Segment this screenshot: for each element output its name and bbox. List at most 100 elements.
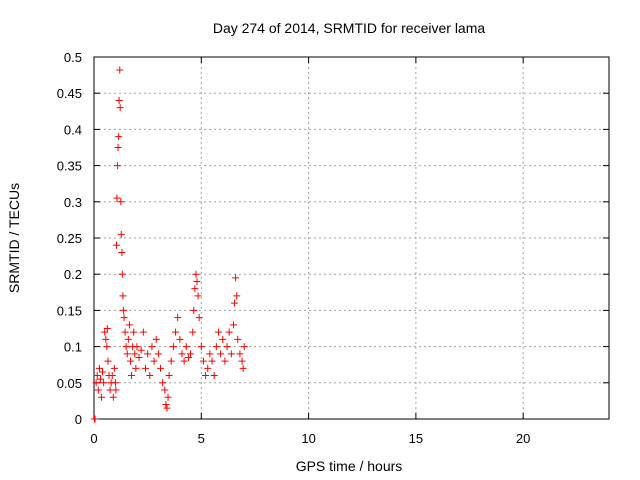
data-point — [204, 364, 212, 372]
data-point — [176, 335, 184, 343]
data-point — [197, 343, 205, 351]
data-point — [192, 270, 200, 278]
data-point — [93, 372, 101, 380]
data-point — [172, 328, 180, 336]
data-point — [102, 335, 110, 343]
data-point — [178, 350, 186, 358]
data-point — [91, 415, 99, 423]
data-point — [236, 350, 244, 358]
data-point — [187, 350, 195, 358]
y-tick-label: 0.4 — [64, 122, 82, 137]
data-point — [229, 321, 237, 329]
data-point — [174, 314, 182, 322]
axis-ticks: 0 5 10 15 20 0 0.05 0.1 0.15 0.2 0.25 0.3 0.35 0.4 0.4… — [57, 50, 609, 446]
data-point — [103, 325, 111, 332]
x-tick-label: 10 — [301, 431, 315, 446]
data-point — [219, 335, 227, 343]
data-point — [162, 401, 170, 409]
data-point — [146, 372, 154, 380]
data-point — [202, 372, 210, 380]
data-point — [154, 350, 162, 358]
y-tick-label: 0.15 — [57, 303, 82, 318]
data-point — [111, 379, 119, 387]
plot-border — [93, 56, 610, 420]
data-point — [180, 357, 188, 365]
y-tick-label: 0.1 — [64, 340, 82, 355]
data-point — [238, 357, 246, 365]
data-point — [115, 133, 123, 141]
data-point — [128, 372, 136, 380]
data-point — [109, 393, 117, 401]
data-point — [142, 364, 149, 372]
data-point — [221, 357, 229, 365]
y-tick-label: 0.25 — [57, 231, 82, 246]
data-point — [199, 357, 207, 365]
data-point — [169, 343, 177, 351]
y-axis-label: SRMTID / TECUs — [6, 183, 22, 293]
data-point — [231, 299, 239, 307]
data-point — [214, 328, 222, 336]
data-point — [150, 357, 158, 365]
x-tick-label: 20 — [516, 431, 530, 446]
data-point — [116, 66, 124, 74]
data-point — [227, 350, 235, 358]
data-point — [126, 357, 134, 365]
data-point — [113, 241, 121, 249]
data-point — [239, 364, 247, 372]
data-point — [164, 393, 172, 401]
y-tick-label: 0.45 — [57, 86, 82, 101]
data-point — [100, 379, 108, 387]
data-point — [104, 357, 112, 365]
data-point — [184, 353, 192, 361]
grid-lines — [94, 57, 609, 419]
data-point — [193, 277, 201, 285]
data-point — [118, 270, 126, 278]
data-point — [98, 393, 106, 401]
data-point — [163, 404, 171, 412]
data-point — [210, 372, 218, 380]
y-tick-label: 0.05 — [57, 376, 82, 391]
data-point — [233, 292, 241, 300]
data-point — [117, 198, 125, 206]
data-point — [95, 364, 103, 372]
data-point — [116, 104, 124, 112]
data-point — [182, 343, 190, 351]
data-point — [144, 350, 152, 358]
data-point — [131, 350, 139, 358]
data-points — [90, 66, 248, 423]
data-point — [165, 372, 173, 380]
data-point — [112, 386, 120, 394]
data-point — [225, 328, 233, 336]
data-point — [101, 328, 109, 336]
data-point — [161, 386, 169, 394]
data-point — [124, 335, 132, 343]
data-point — [189, 328, 197, 336]
data-point — [240, 343, 248, 351]
x-tick-label: 15 — [409, 431, 423, 446]
data-point — [206, 350, 214, 358]
data-point — [159, 379, 167, 387]
data-point — [157, 364, 165, 372]
data-point — [108, 372, 116, 380]
data-point — [135, 353, 143, 361]
y-tick-label: 0.35 — [57, 159, 82, 174]
data-point — [148, 343, 156, 351]
data-point — [99, 368, 107, 376]
data-point — [118, 248, 126, 256]
data-point — [132, 364, 140, 372]
data-point — [94, 386, 102, 394]
data-point — [96, 375, 104, 383]
x-axis-label: GPS time / hours — [296, 458, 403, 474]
data-point — [117, 230, 125, 238]
data-point — [120, 314, 128, 322]
data-point — [110, 364, 118, 372]
data-point — [115, 96, 123, 104]
data-point — [190, 306, 198, 314]
data-point — [103, 343, 111, 351]
data-point — [130, 328, 138, 336]
data-point — [113, 194, 121, 202]
y-tick-label: 0.2 — [64, 267, 82, 282]
y-tick-label: 0.3 — [64, 195, 82, 210]
data-point — [191, 285, 199, 293]
